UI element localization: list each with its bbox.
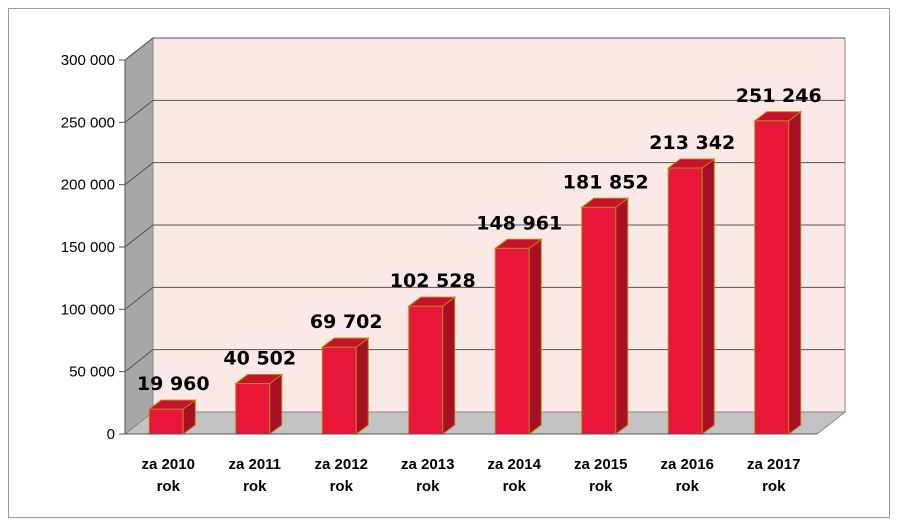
x-tick-label-line2: rok bbox=[157, 478, 181, 495]
bar-top bbox=[580, 197, 630, 208]
data-label: 69 702 bbox=[310, 311, 383, 333]
bar bbox=[580, 197, 630, 435]
x-tick-label: za 2015 bbox=[574, 456, 627, 473]
y-tick-label: 150 000 bbox=[61, 239, 115, 256]
bar-top bbox=[666, 158, 716, 169]
x-tick-label-line2: rok bbox=[330, 478, 354, 495]
bar bbox=[753, 110, 803, 435]
bar-side bbox=[528, 238, 542, 435]
y-tick-label: 200 000 bbox=[61, 177, 115, 194]
x-tick-label-line2: rok bbox=[762, 478, 786, 495]
y-tick-label: 50 000 bbox=[69, 364, 115, 381]
bar-front bbox=[148, 408, 184, 435]
bar-top bbox=[753, 111, 803, 122]
bar bbox=[407, 296, 457, 435]
data-label: 251 246 bbox=[736, 85, 822, 107]
bar-side bbox=[701, 158, 715, 435]
x-tick-label: za 2014 bbox=[488, 456, 542, 473]
bar-front bbox=[321, 346, 357, 435]
bar-front bbox=[667, 167, 703, 435]
x-tick-label: za 2012 bbox=[315, 456, 368, 473]
y-tick-label: 100 000 bbox=[61, 301, 115, 318]
gridline bbox=[124, 162, 845, 186]
data-label: 102 528 bbox=[390, 270, 476, 292]
gridline bbox=[124, 37, 845, 61]
bar bbox=[320, 337, 370, 435]
bar-side bbox=[615, 197, 629, 435]
data-label: 213 342 bbox=[649, 132, 735, 154]
data-label: 148 961 bbox=[476, 212, 562, 234]
bar-front bbox=[494, 247, 530, 435]
bars bbox=[147, 110, 803, 435]
x-tick-label-line2: rok bbox=[416, 478, 440, 495]
x-tick-label-line2: rok bbox=[676, 478, 700, 495]
x-tick-label: za 2011 bbox=[228, 456, 281, 473]
bar-top bbox=[234, 374, 284, 385]
y-tick-label: 250 000 bbox=[61, 114, 115, 131]
bar-top bbox=[147, 399, 197, 410]
bar-top bbox=[320, 337, 370, 348]
x-tick-label-line2: rok bbox=[503, 478, 527, 495]
floor bbox=[123, 411, 847, 435]
x-axis: za 2010 rok za 2011 rok za 2012 rok za 2013 rok… bbox=[125, 433, 817, 495]
x-tick-label: za 2010 bbox=[142, 456, 195, 473]
bar-front bbox=[408, 305, 444, 435]
bar bbox=[234, 373, 284, 435]
bar-side bbox=[355, 337, 369, 435]
gridline bbox=[124, 99, 845, 123]
bar-top bbox=[493, 238, 543, 249]
bar bbox=[147, 399, 197, 435]
x-tick-label: za 2017 bbox=[747, 456, 800, 473]
bar-front bbox=[754, 120, 790, 435]
bar-front bbox=[581, 206, 617, 435]
bar-side bbox=[269, 373, 283, 435]
bar-side bbox=[442, 296, 456, 435]
y-tick-label: 0 bbox=[107, 426, 115, 443]
bar-top bbox=[407, 296, 457, 307]
data-label: 19 960 bbox=[137, 373, 210, 395]
data-label: 40 502 bbox=[223, 348, 296, 370]
x-tick-label-line2: rok bbox=[589, 478, 613, 495]
bar bbox=[493, 238, 543, 435]
y-tick-label: 300 000 bbox=[61, 52, 115, 69]
bar bbox=[666, 158, 716, 435]
bar-side bbox=[788, 110, 802, 435]
y-axis: 0 50 000 100 000 150 000 200 000 250 000 300 0… bbox=[61, 52, 126, 443]
data-label: 181 852 bbox=[563, 171, 649, 193]
x-tick-label: za 2013 bbox=[401, 456, 454, 473]
x-tick-label: za 2016 bbox=[661, 456, 714, 473]
x-tick-label-line2: rok bbox=[243, 478, 267, 495]
bar-front bbox=[235, 383, 271, 435]
